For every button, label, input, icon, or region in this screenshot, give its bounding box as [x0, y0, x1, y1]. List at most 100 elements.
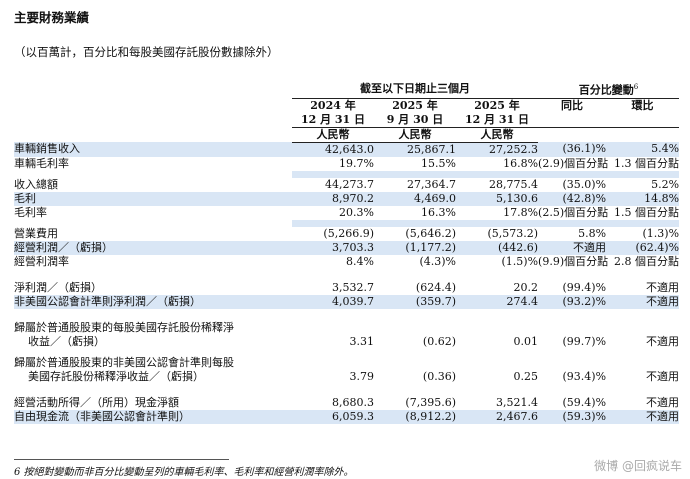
col1-year: 2024 年 — [310, 98, 356, 112]
table-row: 經營活動所得／（所用）現金淨額 8,680.3 (7,395.6) 3,521.… — [14, 396, 679, 410]
table-row: 營業費用 (5,266.9) (5,646.2) (5,573.2) 5.8% … — [14, 227, 679, 241]
cell-qoq: 1.3 個百分點 — [614, 156, 680, 170]
cell-qoq: 不適用 — [646, 280, 680, 294]
row-label: 經營利潤率 — [14, 254, 69, 268]
row-label: 自由現金流（非美國公認會計準則） — [14, 409, 292, 424]
table-row: 收入總額 44,273.7 27,364.7 28,775.4 (35.0)% … — [14, 178, 679, 192]
row-label: 經營活動所得／（所用）現金淨額 — [14, 395, 179, 409]
row-label: 毛利率 — [14, 205, 47, 219]
period-group-header: 截至以下日期止三個月 — [292, 80, 539, 99]
col3-date: 12 月 31 日 — [456, 112, 539, 128]
spacer-row — [14, 309, 679, 321]
table-row: 毛利 8,970.2 4,469.0 5,130.6 (42.8)% 14.8% — [14, 191, 680, 206]
cell-qoq: 不適用 — [606, 409, 680, 424]
cell-yoy: 不適用 — [538, 240, 607, 255]
cell-v1: 4,039.7 — [292, 294, 374, 309]
table-row: 自由現金流（非美國公認會計準則） 6,059.3 (8,912.2) 2,467… — [14, 409, 680, 424]
page-title: 主要財務業績 — [14, 10, 90, 25]
table-row-line1: 歸屬於普通股股東的非美國公認會計準則每股 — [14, 356, 679, 370]
spacer-row — [14, 170, 680, 178]
cell-v1: 3,532.7 — [332, 280, 374, 294]
col3-currency: 人民幣 — [456, 127, 539, 143]
cell-v2: 15.5% — [421, 156, 456, 170]
cell-yoy: 5.8% — [578, 226, 607, 240]
cell-v2: (7,395.6) — [405, 395, 456, 409]
cell-qoq: 不適用 — [646, 334, 680, 348]
cell-qoq: (62.4)% — [606, 240, 680, 255]
cell-v1: 19.7% — [339, 156, 374, 170]
table-row: 車輛毛利率 19.7% 15.5% 16.8% (2.9)個百分點 1.3 個百… — [14, 157, 679, 171]
cell-v3: 274.4 — [456, 294, 539, 309]
cell-qoq: (1.3)% — [642, 226, 680, 240]
cell-v3: 20.2 — [513, 280, 539, 294]
cell-v1: 8,970.2 — [292, 191, 374, 206]
cell-v3: (442.6) — [456, 240, 539, 255]
header-row-years: 2024 年 2025 年 2025 年 同比 環比 — [14, 98, 679, 113]
cell-v1: 8.4% — [346, 254, 374, 268]
cell-v1: (5,266.9) — [323, 226, 374, 240]
cell-v2: (5,646.2) — [405, 226, 456, 240]
col2-year: 2025 年 — [392, 98, 438, 112]
change-group-header: 百分比變動6 — [538, 80, 680, 99]
cell-v2: (1,177.2) — [374, 240, 456, 255]
cell-yoy: (93.4)% — [562, 369, 607, 383]
cell-qoq: 不適用 — [606, 294, 680, 309]
row-label: 營業費用 — [14, 226, 58, 240]
row-label: 非美國公認會計準則淨利潤／（虧損） — [14, 294, 292, 309]
subtitle: （以百萬計，百分比和每股美國存託股份數據除外） — [14, 45, 279, 59]
table-row: 收益／（虧損） 3.31 (0.62) 0.01 (99.7)% 不適用 — [14, 335, 679, 349]
cell-qoq: 5.2% — [651, 177, 680, 191]
cell-v1: 20.3% — [339, 205, 374, 219]
cell-v1: 8,680.3 — [332, 395, 374, 409]
cell-v2: 4,469.0 — [374, 191, 456, 206]
cell-yoy: (99.4)% — [562, 280, 607, 294]
cell-qoq: 5.4% — [606, 142, 680, 157]
cell-qoq: 1.5 個百分點 — [614, 205, 680, 219]
table-row: 經營利潤／（虧損） 3,703.3 (1,177.2) (442.6) 不適用 … — [14, 240, 680, 255]
row-label: 毛利 — [14, 191, 292, 206]
col3-year: 2025 年 — [474, 98, 520, 112]
header-row-currency: 人民幣 人民幣 人民幣 — [14, 127, 679, 143]
row-label-cont: 收益／（虧損） — [28, 334, 105, 348]
row-label: 收入總額 — [14, 177, 58, 191]
table-row: 非美國公認會計準則淨利潤／（虧損） 4,039.7 (359.7) 274.4 … — [14, 294, 680, 309]
financial-table: 截至以下日期止三個月 百分比變動6 2024 年 2025 年 2025 年 同… — [14, 80, 680, 424]
header-row-dates: 12 月 31 日 9 月 30 日 12 月 31 日 — [14, 112, 680, 128]
row-label: 歸屬於普通股股東的非美國公認會計準則每股 — [14, 355, 234, 369]
change-group-label: 百分比變動 — [578, 83, 634, 97]
col2-date: 9 月 30 日 — [374, 112, 456, 128]
spacer-row — [14, 349, 679, 356]
cell-v3: 28,775.4 — [489, 177, 539, 191]
cell-v3: 27,252.3 — [456, 142, 539, 157]
cell-v1: 3.79 — [349, 369, 375, 383]
footnote: 6 按絕對變動而非百分比變動呈列的車輛毛利率、毛利率和經營利潤率除外。 — [14, 467, 354, 478]
cell-v2: (359.7) — [374, 294, 456, 309]
row-label: 經營利潤／（虧損） — [14, 240, 292, 255]
cell-v3: 3,521.4 — [496, 395, 539, 409]
cell-qoq: 2.8 個百分點 — [614, 254, 680, 268]
cell-yoy: (2.5)個百分點 — [538, 205, 609, 219]
cell-v3: 0.25 — [513, 369, 539, 383]
col1-date: 12 月 31 日 — [292, 112, 374, 128]
watermark: 微博 @回疯说车 — [594, 459, 682, 473]
table-row: 車輛銷售收入 42,643.0 25,867.1 27,252.3 (36.1)… — [14, 142, 680, 157]
cell-qoq: 不適用 — [646, 395, 680, 409]
cell-v2: (0.62) — [422, 334, 456, 348]
table-row: 毛利率 20.3% 16.3% 17.8% (2.5)個百分點 1.5 個百分點 — [14, 206, 679, 220]
col1-currency: 人民幣 — [292, 127, 374, 143]
row-label: 歸屬於普通股股東的每股美國存託股份稀釋淨 — [14, 320, 234, 334]
cell-yoy: (2.9)個百分點 — [538, 156, 609, 170]
cell-v3: 0.01 — [513, 334, 539, 348]
cell-yoy: (42.8)% — [538, 191, 607, 206]
cell-qoq: 不適用 — [646, 369, 680, 383]
row-label: 淨利潤／（虧損） — [14, 280, 102, 294]
cell-v3: 5,130.6 — [456, 191, 539, 206]
table-row: 經營利潤率 8.4% (4.3)% (1.5)% (9.9)個百分點 2.8 個… — [14, 255, 679, 269]
footnote-divider — [14, 459, 229, 460]
table-row: 美國存託股份稀釋淨收益／（虧損） 3.79 (0.36) 0.25 (93.4)… — [14, 370, 679, 384]
cell-yoy: (59.4)% — [562, 395, 607, 409]
row-label: 車輛毛利率 — [14, 156, 69, 170]
cell-v2: 25,867.1 — [374, 142, 456, 157]
yoy-header: 同比 — [561, 98, 584, 112]
cell-v2: 27,364.7 — [407, 177, 456, 191]
